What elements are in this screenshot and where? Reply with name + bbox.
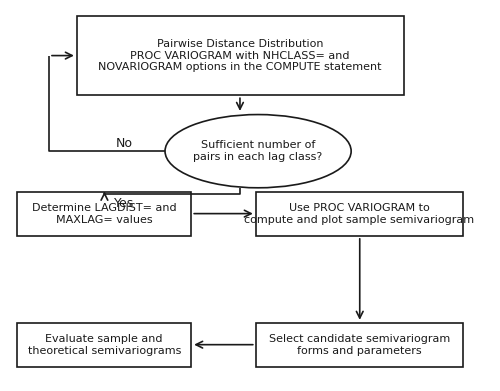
FancyBboxPatch shape: [17, 192, 192, 236]
FancyBboxPatch shape: [256, 323, 464, 367]
Text: Evaluate sample and
theoretical semivariograms: Evaluate sample and theoretical semivari…: [28, 334, 181, 356]
FancyBboxPatch shape: [17, 323, 192, 367]
FancyBboxPatch shape: [256, 192, 464, 236]
Text: Select candidate semivariogram
forms and parameters: Select candidate semivariogram forms and…: [269, 334, 450, 356]
Text: Use PROC VARIOGRAM to
compute and plot sample semivariogram: Use PROC VARIOGRAM to compute and plot s…: [244, 203, 474, 224]
Text: Yes: Yes: [114, 197, 134, 210]
Ellipse shape: [165, 115, 351, 188]
FancyBboxPatch shape: [76, 16, 404, 95]
Text: Determine LAGDIST= and
MAXLAG= values: Determine LAGDIST= and MAXLAG= values: [32, 203, 176, 224]
Text: No: No: [116, 137, 133, 150]
Text: Pairwise Distance Distribution
PROC VARIOGRAM with NHCLASS= and
NOVARIOGRAM opti: Pairwise Distance Distribution PROC VARI…: [98, 39, 382, 72]
Text: Sufficient number of
pairs in each lag class?: Sufficient number of pairs in each lag c…: [194, 140, 322, 162]
